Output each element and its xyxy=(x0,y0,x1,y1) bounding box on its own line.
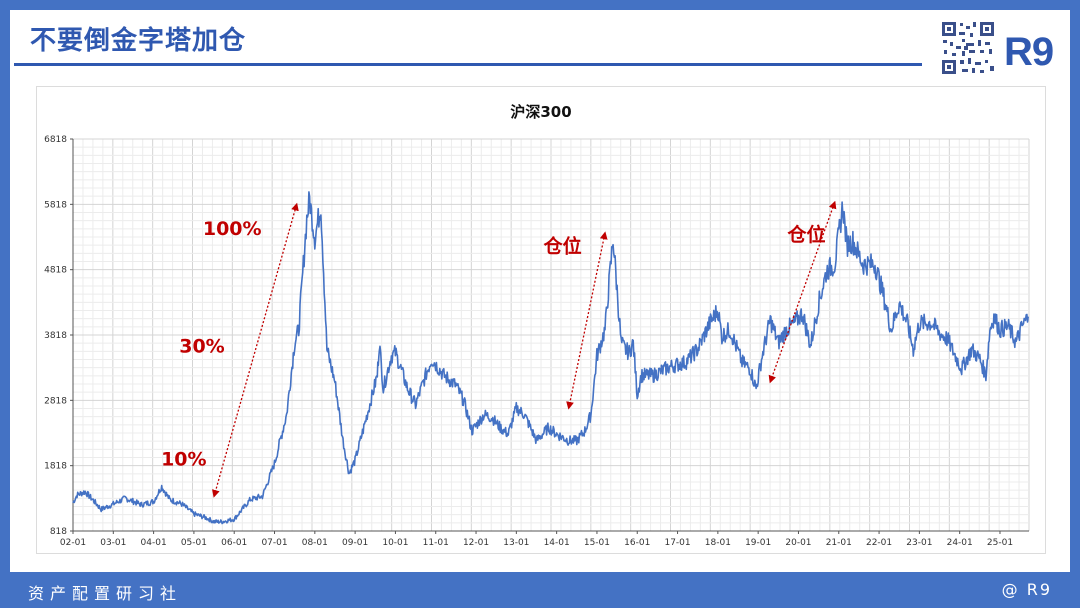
x-tick-label: 05-01 xyxy=(181,538,207,548)
x-tick-label: 06-01 xyxy=(221,538,247,548)
x-tick-label: 03-01 xyxy=(100,538,126,548)
x-tick-label: 02-01 xyxy=(60,538,86,548)
y-tick-label: 3818 xyxy=(44,331,67,341)
x-tick-label: 20-01 xyxy=(785,538,811,548)
y-tick-label: 1818 xyxy=(44,462,67,472)
x-tick-label: 04-01 xyxy=(141,538,167,548)
x-tick-label: 08-01 xyxy=(302,538,328,548)
x-tick-label: 23-01 xyxy=(906,538,932,548)
y-tick-label: 4818 xyxy=(44,266,67,276)
r9-logo: R9 xyxy=(1004,30,1054,74)
x-tick-label: 21-01 xyxy=(826,538,852,548)
title-underline xyxy=(14,63,922,66)
annotation-label: 仓位 xyxy=(543,235,582,258)
footer-brand: 资产配置研习社 xyxy=(28,584,183,603)
x-tick-label: 15-01 xyxy=(584,538,610,548)
annotation-label: 100% xyxy=(203,218,262,240)
chart-panel: 沪深300 818 1818 2818 3818 4818 5818 6818 02-01 03-… xyxy=(36,86,1046,554)
y-tick-label: 2818 xyxy=(44,396,67,406)
x-tick-label: 10-01 xyxy=(382,538,408,548)
annotation-arrow xyxy=(566,231,608,410)
annotation-label: 10% xyxy=(161,449,206,471)
annotation-arrow xyxy=(212,202,299,498)
x-tick-label: 24-01 xyxy=(947,538,973,548)
annotation-label: 仓位 xyxy=(787,223,826,246)
x-tick-label: 13-01 xyxy=(503,538,529,548)
x-tick-label: 12-01 xyxy=(463,538,489,548)
y-tick-label: 6818 xyxy=(44,135,67,145)
line-chart: 沪深300 818 1818 2818 3818 4818 5818 6818 02-01 03-… xyxy=(44,103,1030,548)
y-tick-label: 818 xyxy=(50,527,67,537)
annotation-label: 30% xyxy=(179,336,224,358)
series-line xyxy=(72,191,1029,525)
footer-credit: @ R9 xyxy=(1001,580,1052,599)
x-tick-label: 14-01 xyxy=(544,538,570,548)
right-frame-bar xyxy=(1070,0,1080,608)
x-tick-label: 19-01 xyxy=(745,538,771,548)
left-frame-bar xyxy=(0,0,10,608)
x-tick-label: 11-01 xyxy=(423,538,449,548)
x-tick-label: 16-01 xyxy=(624,538,650,548)
x-tick-label: 25-01 xyxy=(987,538,1013,548)
x-tick-label: 17-01 xyxy=(664,538,690,548)
x-tick-label: 07-01 xyxy=(261,538,287,548)
page-title: 不要倒金字塔加仓 xyxy=(30,26,247,56)
footer-bar: 资产配置研习社 @ R9 xyxy=(0,572,1080,608)
y-tick-label: 5818 xyxy=(44,200,67,210)
qr-code-icon xyxy=(940,20,996,76)
x-tick-label: 18-01 xyxy=(705,538,731,548)
chart-title: 沪深300 xyxy=(510,103,571,121)
x-tick-label: 22-01 xyxy=(866,538,892,548)
x-tick-label: 09-01 xyxy=(342,538,368,548)
top-frame-bar xyxy=(0,0,1080,10)
